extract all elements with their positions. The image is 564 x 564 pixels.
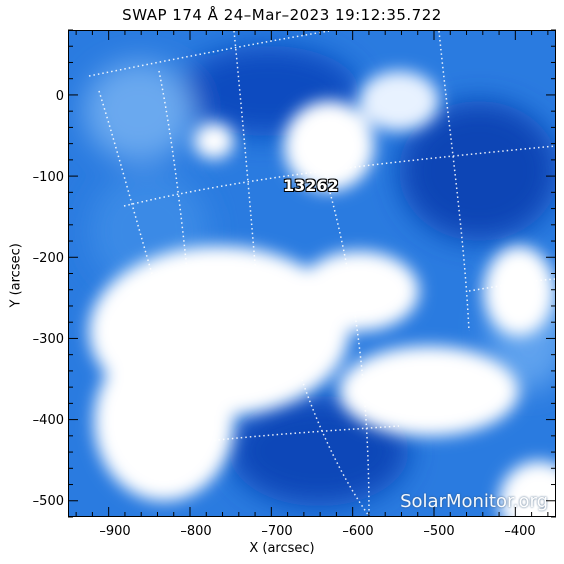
image-title: SWAP 174 Å 24–Mar–2023 19:12:35.722 <box>122 6 442 24</box>
y-tick-label: –300 <box>32 332 64 347</box>
x-tick-label: –500 <box>423 524 455 539</box>
x-tick-label: –600 <box>342 524 374 539</box>
solar-image-panel <box>68 30 556 517</box>
solarmonitor-watermark: SolarMonitor.org <box>400 491 548 512</box>
y-axis-title: Y (arcsec) <box>8 243 24 308</box>
y-tick-label: 0 <box>55 89 64 104</box>
y-tick-label: –100 <box>32 170 64 185</box>
x-tick-label: –900 <box>99 524 131 539</box>
x-tick-label: –700 <box>261 524 293 539</box>
x-tick-label: –400 <box>504 524 536 539</box>
x-tick-label: –800 <box>180 524 212 539</box>
active-region-label: 13262 <box>283 176 339 195</box>
solar-euv-image <box>69 31 555 516</box>
y-tick-label: –500 <box>32 494 64 509</box>
y-tick-label: –400 <box>32 413 64 428</box>
x-axis-title: X (arcsec) <box>249 541 315 556</box>
y-tick-label: –200 <box>32 251 64 266</box>
